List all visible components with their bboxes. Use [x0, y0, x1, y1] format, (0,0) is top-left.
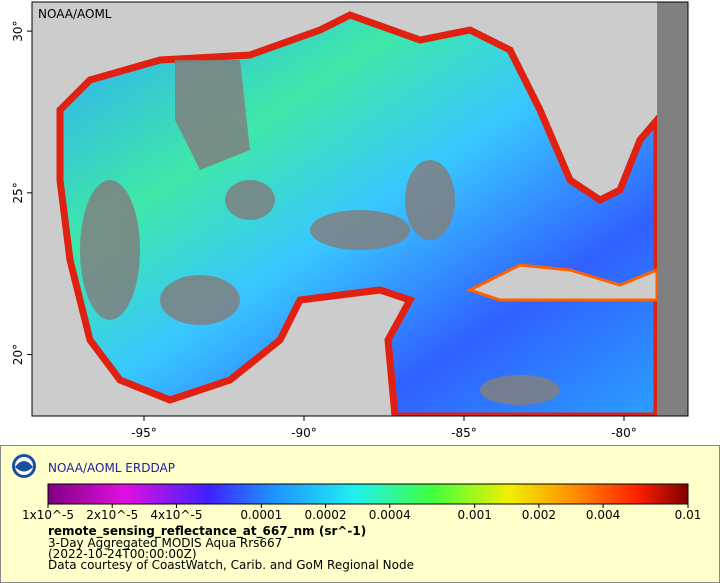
no-data-strip: [657, 2, 688, 416]
colorbar-tick-label: 0.0001: [240, 508, 282, 522]
y-tick-label: 30°: [11, 20, 25, 41]
legend-line: Data courtesy of CoastWatch, Carib. and …: [48, 558, 414, 572]
legend-title: NOAA/AOML ERDDAP: [48, 461, 175, 475]
variable-name: remote_sensing_reflectance_at_667_nm (sr…: [48, 524, 366, 539]
legend-panel: [0, 445, 720, 583]
legend-line: (2022-10-24T00:00:00Z): [48, 547, 197, 561]
colorbar-tick-label: 2x10^-5: [86, 508, 138, 522]
legend-line: 3-Day Aggregated MODIS Aqua Rrs667: [48, 536, 282, 550]
x-tick-label: -90°: [291, 426, 317, 440]
noaa-logo: [12, 454, 36, 478]
colorbar: [47, 483, 689, 505]
colorbar-tick-label: 0.002: [522, 508, 556, 522]
watermark: NOAA/AOML: [38, 7, 112, 21]
colorbar-tick-label: 0.0004: [369, 508, 411, 522]
x-tick-label: -80°: [611, 426, 637, 440]
colorbar-tick-label: 1x10^-5: [22, 508, 74, 522]
colorbar-tick-label: 0.01: [675, 508, 702, 522]
y-tick-label: 25°: [11, 182, 25, 203]
map-area: [32, 2, 688, 416]
y-tick-label: 20°: [11, 344, 25, 365]
plot-frame: [31, 1, 689, 417]
x-tick-label: -85°: [451, 426, 477, 440]
colorbar-ticks: 1x10^-5 2x10^-5 4x10^-5 0.0001 0.0002 0.0004 0…: [22, 504, 701, 522]
colorbar-tick-label: 0.004: [586, 508, 620, 522]
colorbar-tick-label: 4x10^-5: [150, 508, 202, 522]
colorbar-tick-label: 0.001: [457, 508, 491, 522]
colorbar-tick-label: 0.0002: [305, 508, 347, 522]
no-data-patches: [80, 60, 560, 405]
axes: -95° -90° -85° -80° 20° 25° 30°: [11, 20, 637, 440]
x-tick-label: -95°: [131, 426, 157, 440]
